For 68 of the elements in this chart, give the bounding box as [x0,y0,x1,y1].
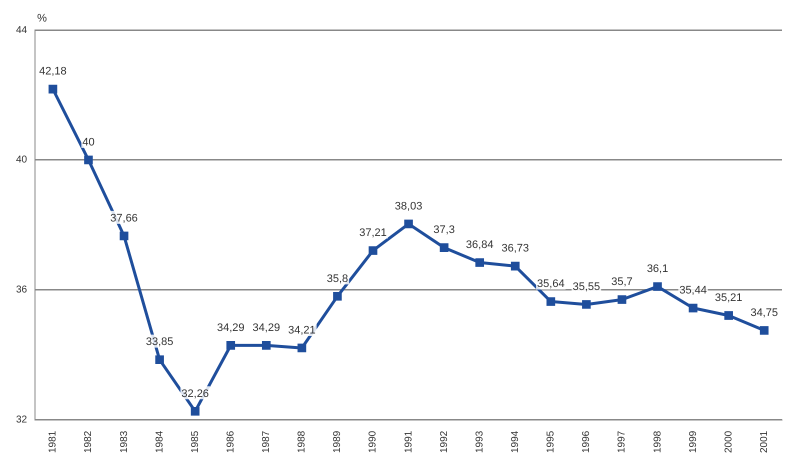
data-label: 42,18 [39,66,67,78]
point [120,232,128,240]
x-tick-label: 1985 [190,430,201,454]
point [724,311,733,320]
point [368,246,378,255]
data-label: 35,64 [537,278,565,290]
data-label: 34,21 [288,324,316,337]
data-label: 33,85 [146,336,174,348]
data-label: 35,44 [679,284,707,297]
point [546,297,556,306]
point [190,406,200,416]
data-label: 36,84 [466,239,494,252]
y-tick-label: 36 [16,284,28,296]
point [510,262,520,270]
data-label: 35,55 [572,280,600,293]
x-tick-label: 1999 [688,430,699,454]
point [226,341,236,350]
y-tick-label: 32 [16,414,28,426]
point [440,243,448,252]
data-label: 35,8 [326,272,348,285]
point [582,300,591,309]
x-tick-label: 1989 [332,430,344,454]
y-tick-label: 40 [16,154,28,166]
x-tick-label: 1993 [474,430,486,454]
x-tick-label: 1994 [510,430,522,454]
point [298,344,306,352]
data-label: 38,03 [394,200,422,212]
point [333,292,342,301]
data-label: 40 [82,136,95,148]
x-tick-label: 1991 [403,430,414,454]
x-tick-label: 1983 [118,430,130,454]
data-label: 34,29 [252,322,280,334]
data-label: 37,66 [110,212,138,224]
x-tick-label: 1981 [48,430,59,454]
point [653,282,662,291]
point [84,156,93,164]
data-label: 36,1 [646,263,668,276]
data-label: 35,7 [611,276,633,288]
data-label: 34,29 [216,322,244,334]
x-tick-label: 1988 [296,430,308,454]
y-axis-title: % [37,12,48,25]
x-tick-label: 1984 [154,430,166,454]
point [688,304,698,312]
x-tick-label: 1990 [368,430,379,454]
x-tick-label: 1996 [581,430,592,454]
x-tick-label: 2000 [723,430,734,454]
data-label: 32,26 [181,388,209,400]
data-label: 34,75 [750,306,778,319]
x-tick-label: 1997 [616,430,628,454]
point [404,220,413,228]
data-label: 37,21 [359,227,387,240]
point [48,84,58,94]
x-tick-label: 1987 [261,430,272,454]
point [475,258,484,267]
data-label: 35,21 [714,292,742,304]
x-tick-label: 1982 [83,430,94,454]
data-label: 37,3 [433,224,455,236]
x-tick-label: 1998 [652,430,664,454]
y-tick-label: 44 [16,24,28,36]
point [618,295,626,304]
point [262,341,271,350]
point [155,355,164,364]
x-tick-label: 1995 [546,430,557,454]
point [760,326,769,335]
x-tick-label: 1992 [438,430,450,454]
data-label: 36,73 [501,242,530,255]
x-tick-label: 1986 [225,430,236,454]
x-tick-label: 2001 [758,430,770,454]
